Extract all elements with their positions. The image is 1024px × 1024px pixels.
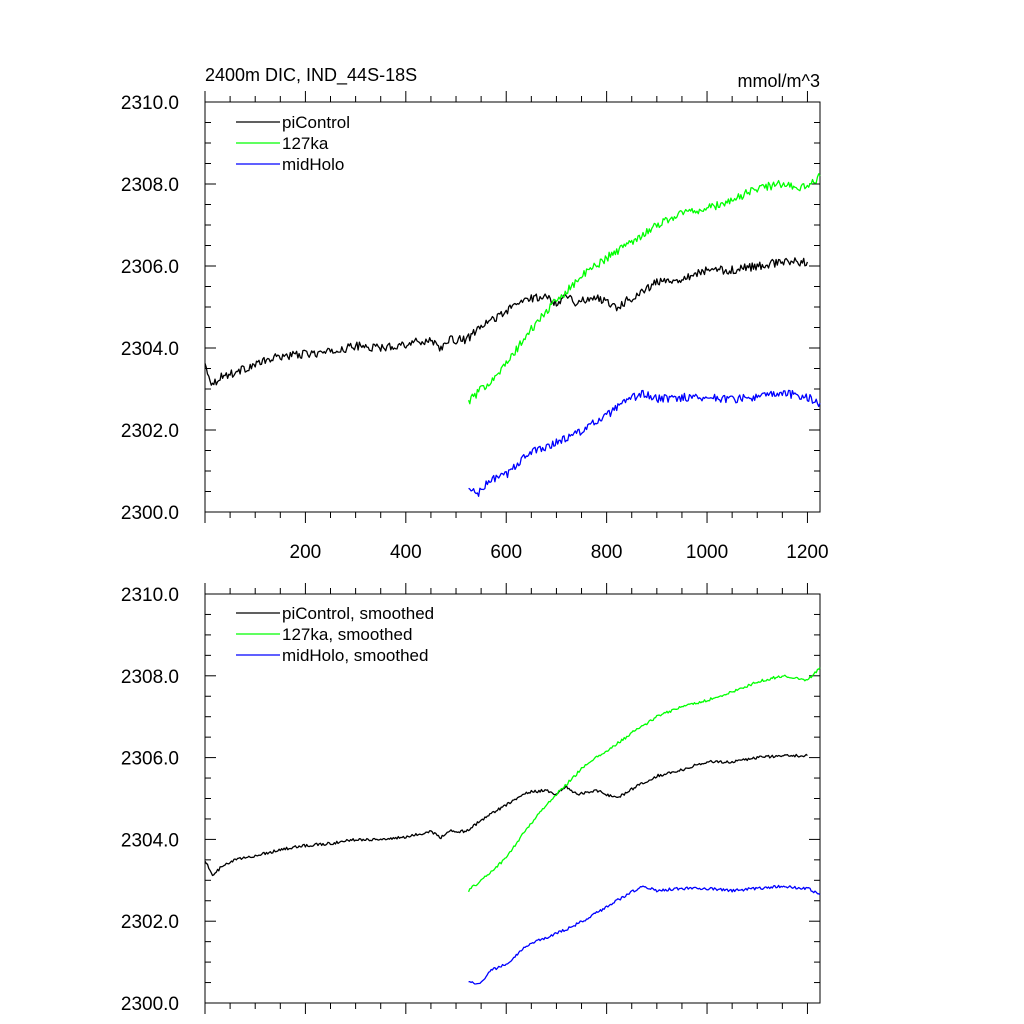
y-tick-label: 2300.0	[121, 503, 179, 524]
y-tick-label: 2308.0	[121, 667, 179, 688]
series-line-1	[467, 667, 821, 893]
y-tick-label: 2304.0	[121, 830, 179, 851]
top-panel: 2300.0 2302.0 2304.0 2306.0 2308.0 2310.0 200 4…	[121, 91, 829, 563]
x-tick-label: 1000	[686, 542, 728, 563]
bottom-panel: 2300.0 2302.0 2304.0 2306.0 2308.0 2310.0 piCo…	[121, 583, 821, 1015]
legend-label: 127ka, smoothed	[282, 625, 412, 644]
y-tick-label: 2306.0	[121, 749, 179, 770]
y-tick-label: 2304.0	[121, 339, 179, 360]
legend-label: piControl	[282, 113, 350, 132]
y-tick-label: 2308.0	[121, 175, 179, 196]
x-tick-label: 1200	[786, 542, 828, 563]
y-tick-label: 2300.0	[121, 994, 179, 1015]
y-tick-label: 2310.0	[121, 93, 179, 114]
legend-label: midHolo	[282, 155, 344, 174]
series-line-0	[204, 753, 808, 877]
series-line-0	[204, 257, 809, 386]
series-line-1	[467, 173, 821, 405]
legend-label: piControl, smoothed	[282, 604, 434, 623]
series-line-2	[468, 884, 821, 985]
series-line-2	[468, 389, 821, 497]
y-tick-label: 2310.0	[121, 585, 179, 606]
y-tick-label: 2302.0	[121, 912, 179, 933]
units-label: mmol/m^3	[738, 71, 820, 91]
x-tick-label: 800	[591, 542, 623, 563]
x-tick-label: 400	[390, 542, 422, 563]
legend-label: midHolo, smoothed	[282, 646, 428, 665]
legend-label: 127ka	[282, 134, 329, 153]
x-tick-label: 600	[490, 542, 522, 563]
y-tick-label: 2306.0	[121, 257, 179, 278]
figure-title: 2400m DIC, IND_44S-18S	[205, 65, 417, 86]
x-tick-label: 200	[290, 542, 322, 563]
y-tick-label: 2302.0	[121, 421, 179, 442]
